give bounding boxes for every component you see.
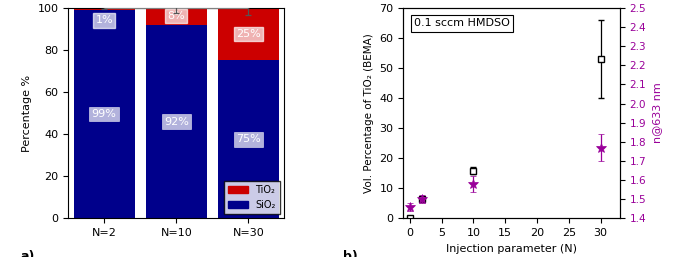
Y-axis label: n@633 nm: n@633 nm	[652, 83, 662, 143]
Text: 1%: 1%	[95, 15, 113, 25]
Bar	[146, 25, 207, 218]
Bar	[218, 60, 279, 218]
Y-axis label: Vol. Percentage of TiO₂ (BEMA): Vol. Percentage of TiO₂ (BEMA)	[364, 33, 374, 193]
Bar	[218, 8, 279, 60]
Text: 99%: 99%	[92, 109, 116, 119]
Legend: TiO₂, SiO₂: TiO₂, SiO₂	[224, 181, 280, 214]
Text: 25%: 25%	[236, 29, 261, 39]
Text: b): b)	[343, 250, 358, 257]
Y-axis label: Percentage %: Percentage %	[22, 75, 32, 152]
Bar	[74, 10, 135, 218]
Text: 0.1 sccm HMDSO: 0.1 sccm HMDSO	[414, 18, 510, 28]
Text: 92%: 92%	[164, 116, 189, 126]
Text: 75%: 75%	[236, 134, 261, 144]
Bar	[146, 8, 207, 25]
X-axis label: Injection parameter (N): Injection parameter (N)	[446, 244, 577, 254]
Text: a): a)	[20, 250, 35, 257]
Text: 8%: 8%	[168, 11, 185, 21]
Bar	[74, 8, 135, 10]
